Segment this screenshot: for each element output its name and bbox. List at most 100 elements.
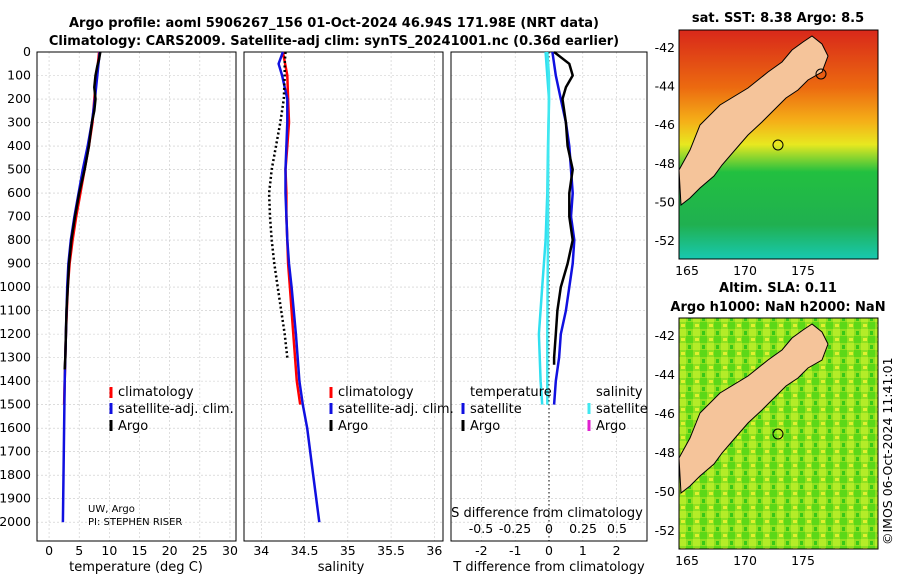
temperature-gridlines	[37, 51, 236, 541]
x-tick-label: 34.5	[291, 543, 319, 558]
salinity-ticks: 34 34.5 35 35.5 36	[253, 543, 442, 558]
lat-tick-label: -46	[655, 406, 675, 421]
lat-tick-label: -52	[655, 523, 675, 538]
sla-lat-ticks: -42 -44 -46 -48 -50 -52	[655, 328, 675, 538]
lat-tick-label: -48	[655, 445, 675, 460]
x-tick-label: 35	[340, 543, 356, 558]
sst-lat-ticks: -42 -44 -46 -48 -50 -52	[655, 40, 675, 248]
chatham-contour	[815, 68, 827, 80]
top-x-tick-label: 0.25	[569, 521, 597, 536]
depth-tick-label: 1200	[0, 326, 31, 341]
series-line-satellite-adj-clim-	[277, 51, 321, 523]
sst-map-title: sat. SST: 8.38 Argo: 8.5	[692, 11, 864, 26]
title-line2: Climatology: CARS2009. Satellite-adj cli…	[49, 34, 619, 49]
depth-tick-label: 700	[7, 209, 31, 224]
salinity-axes-frame	[243, 51, 444, 542]
x-tick-label: 36	[426, 543, 442, 558]
legend-label-s-argo: Argo	[596, 419, 626, 434]
x-tick-label: 35.5	[377, 543, 405, 558]
lat-tick-label: -44	[655, 79, 675, 94]
depth-tick-label: 1100	[0, 303, 31, 318]
x-tick-label: 5	[75, 543, 83, 558]
x-tick-label: 2	[613, 543, 621, 558]
lat-tick-label: -44	[655, 367, 675, 382]
difference-legend: temperature salinity satellite Argo sate…	[461, 385, 648, 434]
depth-tick-label: 1400	[0, 373, 31, 388]
difference-panel: -2 -1 0 1 2 -0.5 -0.25 0 0.25 0.5 T difference f…	[450, 51, 648, 575]
legend-label-argo: Argo	[118, 419, 148, 434]
title-line1: Argo profile: aoml 5906267_156 01-Oct-20…	[69, 16, 599, 31]
imos-timestamp: ©IMOS 06-Oct-2024 11:41:01	[880, 357, 895, 545]
x-tick-label: 0	[545, 543, 553, 558]
sla-map: Altim. SLA: 0.11 Argo h1000: NaN h2000: …	[655, 281, 886, 568]
depth-tick-label: 100	[7, 68, 31, 83]
temperature-difference-ticks: -2 -1 0 1 2	[475, 543, 620, 558]
sla-map-title-2: Argo h1000: NaN h2000: NaN	[670, 300, 885, 315]
series-line-temperature-argo	[552, 51, 574, 365]
depth-tick-label: 2000	[0, 514, 31, 529]
depth-tick-label: 1800	[0, 467, 31, 482]
salinity-xlabel: salinity	[318, 560, 365, 575]
new-zealand-landmass	[678, 323, 829, 494]
lat-tick-label: -52	[655, 233, 675, 248]
temperature-panel: 0100200300400500600700800900100011001200…	[0, 44, 238, 575]
temperature-axes-frame	[36, 51, 237, 542]
x-tick-label: -2	[475, 543, 487, 558]
depth-tick-label: 1900	[0, 491, 31, 506]
lat-tick-label: -42	[655, 328, 675, 343]
legend-label-s-satellite: satellite	[596, 402, 648, 417]
depth-tick-label: 1300	[0, 350, 31, 365]
legend-label-satellite: satellite-adj. clim.	[338, 402, 454, 417]
x-tick-label: 10	[101, 543, 117, 558]
lat-tick-label: -50	[655, 194, 675, 209]
sla-lon-ticks: 165 170 175	[675, 553, 815, 568]
sst-map-frame	[678, 29, 879, 260]
lon-tick-label: 175	[791, 553, 815, 568]
new-zealand-landmass	[678, 35, 829, 206]
x-tick-label: 0	[45, 543, 53, 558]
salinity-difference-ticks: -0.5 -0.25 0 0.25 0.5	[469, 521, 627, 536]
lon-tick-label: 175	[791, 263, 815, 278]
legend-label-t-argo: Argo	[470, 419, 500, 434]
depth-ticks: 0 100 200 300 400 500 600 700 800 900 1000 1100 1200…	[0, 44, 31, 529]
lon-tick-label: 170	[733, 263, 757, 278]
depth-tick-label: 1500	[0, 397, 31, 412]
depth-tick-label: 1700	[0, 444, 31, 459]
legend-header-salinity: salinity	[596, 385, 643, 400]
annotation-pi: PI: STEPHEN RISER	[88, 517, 182, 528]
sst-map: sat. SST: 8.38 Argo: 8.5 -42 -44 -46 -48 -50…	[655, 11, 879, 278]
top-x-tick-label: -0.5	[469, 521, 493, 536]
series-line-argo	[267, 51, 289, 358]
series-line-salinity-satellite	[546, 51, 551, 405]
sla-map-frame	[678, 317, 879, 550]
depth-tick-label: 500	[7, 162, 31, 177]
legend-label-climatology: climatology	[118, 385, 194, 400]
lon-tick-label: 170	[733, 553, 757, 568]
x-tick-label: -1	[509, 543, 521, 558]
salinity-panel: 34 34.5 35 35.5 36 salinity climatology sate…	[243, 51, 454, 575]
top-x-tick-label: 0.5	[607, 521, 627, 536]
legend-header-temperature: temperature	[470, 385, 552, 400]
depth-tick-label: 900	[7, 256, 31, 271]
x-tick-label: 20	[162, 543, 178, 558]
salinity-legend: climatology satellite-adj. clim. Argo	[329, 385, 454, 434]
series-line-argo	[63, 51, 102, 370]
legend-label-satellite: satellite-adj. clim.	[118, 402, 234, 417]
depth-tick-label: 600	[7, 185, 31, 200]
depth-tick-label: 400	[7, 138, 31, 153]
x-tick-label: 30	[222, 543, 238, 558]
sst-lon-ticks: 165 170 175	[675, 263, 815, 278]
legend-label-climatology: climatology	[338, 385, 414, 400]
lon-tick-label: 165	[675, 553, 699, 568]
depth-tick-label: 300	[7, 115, 31, 130]
lat-tick-label: -46	[655, 117, 675, 132]
depth-tick-label: 800	[7, 232, 31, 247]
argo-position-marker	[772, 428, 784, 440]
top-x-tick-label: 0	[545, 521, 553, 536]
difference-xlabel: T difference from climatology	[452, 560, 645, 575]
legend-label-argo: Argo	[338, 419, 368, 434]
lat-tick-label: -48	[655, 156, 675, 171]
x-tick-label: 25	[192, 543, 208, 558]
temperature-xlabel: temperature (deg C)	[69, 560, 203, 575]
